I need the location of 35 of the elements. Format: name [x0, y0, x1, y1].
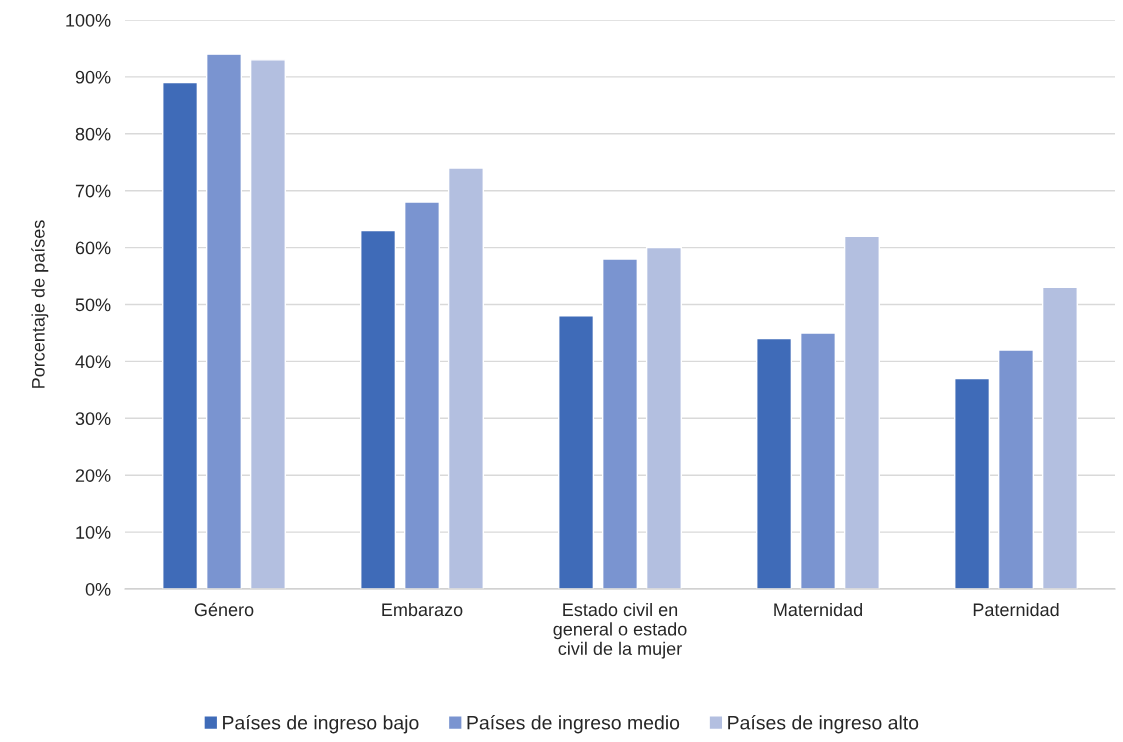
bar [403, 201, 441, 589]
x-tick-label: Estado civil en general o estado civil de la mujer [553, 602, 687, 659]
x-tick-label: Paternidad [973, 602, 1059, 617]
bar [997, 349, 1035, 589]
y-axis-title: Porcentaje de países [31, 220, 49, 388]
y-tick-label: 70% [75, 184, 111, 198]
y-tick-label: 60% [75, 241, 111, 255]
y-tick-label: 10% [76, 526, 111, 539]
y-tick-label: 50% [75, 298, 111, 312]
bar [558, 315, 595, 589]
legend-label: Países de ingreso medio [467, 715, 680, 734]
bar [954, 377, 991, 589]
y-tick-label: 80% [75, 127, 111, 141]
bar [249, 59, 286, 589]
y-tick-label: 100% [66, 13, 111, 27]
y-tick-label: 40% [75, 355, 111, 369]
y-tick-label: 30% [75, 412, 111, 426]
bar [645, 246, 682, 589]
bar [799, 332, 837, 589]
y-tick-label: 20% [75, 469, 111, 482]
legend-label: Países de ingreso alto [728, 715, 919, 734]
bar [447, 167, 484, 589]
bar [843, 235, 880, 589]
legend-label: Países de ingreso bajo [223, 715, 419, 734]
bar [205, 53, 243, 589]
bar [1041, 286, 1078, 589]
bar [756, 337, 793, 589]
bar [162, 81, 199, 589]
y-tick-label: 0% [85, 582, 111, 596]
bar [360, 229, 397, 589]
x-tick-label: Género [194, 602, 254, 617]
x-tick-label: Maternidad [774, 602, 863, 617]
y-tick-label: 90% [75, 70, 111, 84]
x-tick-label: Embarazo [382, 602, 463, 617]
bar [601, 258, 639, 589]
